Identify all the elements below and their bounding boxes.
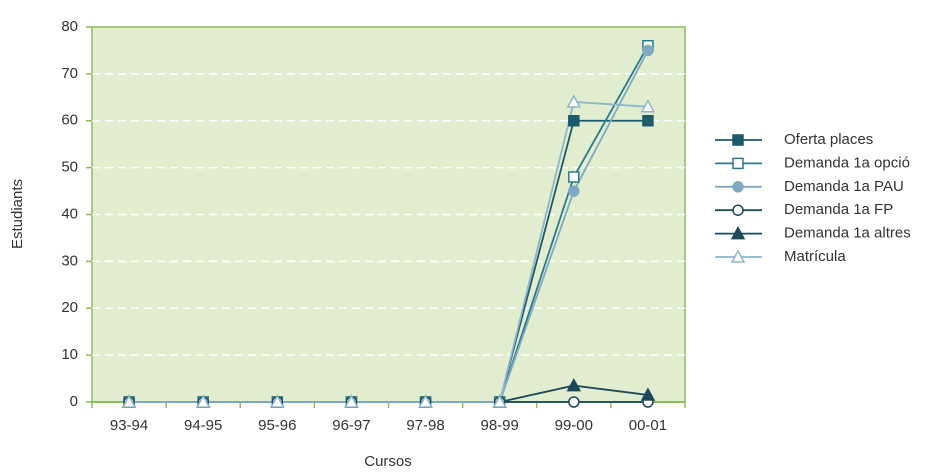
point bbox=[121, 394, 137, 408]
legend-marker bbox=[732, 204, 744, 216]
point bbox=[568, 396, 580, 408]
series-line bbox=[129, 101, 648, 403]
x-tick-label: 93-94 bbox=[110, 417, 148, 434]
point bbox=[195, 394, 211, 408]
point bbox=[568, 115, 580, 127]
legend-label: Demanda 1a altres bbox=[784, 225, 911, 242]
point bbox=[566, 378, 582, 392]
legend-label: Demanda 1a PAU bbox=[784, 178, 904, 195]
y-tick-label: 0 bbox=[70, 393, 78, 410]
point bbox=[642, 115, 654, 127]
legend-marker bbox=[732, 181, 744, 193]
y-tick-label: 80 bbox=[61, 18, 78, 35]
y-axis-label: Estudiants bbox=[9, 179, 26, 249]
point bbox=[642, 44, 654, 57]
point bbox=[270, 394, 285, 408]
point bbox=[568, 171, 580, 183]
legend-marker bbox=[730, 249, 746, 263]
x-tick-label: 96-97 bbox=[332, 417, 370, 434]
y-tick-label: 30 bbox=[61, 252, 78, 269]
legend-marker bbox=[732, 134, 744, 146]
x-tick-label: 94-95 bbox=[184, 417, 222, 434]
point bbox=[344, 394, 359, 408]
legend-label: Demanda 1a opció bbox=[784, 154, 910, 171]
x-tick-label: 00-01 bbox=[629, 417, 667, 434]
x-tick-label: 97-98 bbox=[406, 417, 444, 434]
point bbox=[640, 387, 656, 401]
legend-marker bbox=[730, 226, 746, 240]
y-tick-label: 20 bbox=[61, 299, 78, 316]
point bbox=[568, 185, 580, 197]
point bbox=[418, 394, 433, 408]
legend-label: Demanda 1a FP bbox=[784, 201, 893, 218]
x-axis-label: Cursos bbox=[364, 453, 412, 470]
y-tick-label: 60 bbox=[61, 112, 78, 129]
plot-area bbox=[91, 26, 686, 403]
x-tick-label: 95-96 bbox=[258, 417, 296, 434]
y-tick-label: 10 bbox=[61, 346, 78, 363]
point bbox=[640, 99, 656, 113]
legend-label: Matrícula bbox=[784, 248, 846, 265]
x-tick-label: 98-99 bbox=[481, 417, 519, 434]
legend-label: Oferta places bbox=[784, 131, 873, 148]
y-tick-label: 40 bbox=[61, 205, 78, 222]
x-tick-label: 99-00 bbox=[555, 417, 593, 434]
legend-marker bbox=[732, 157, 744, 170]
point bbox=[566, 94, 582, 108]
y-tick-label: 70 bbox=[61, 65, 78, 82]
y-tick-label: 50 bbox=[61, 159, 78, 176]
point bbox=[492, 394, 507, 408]
